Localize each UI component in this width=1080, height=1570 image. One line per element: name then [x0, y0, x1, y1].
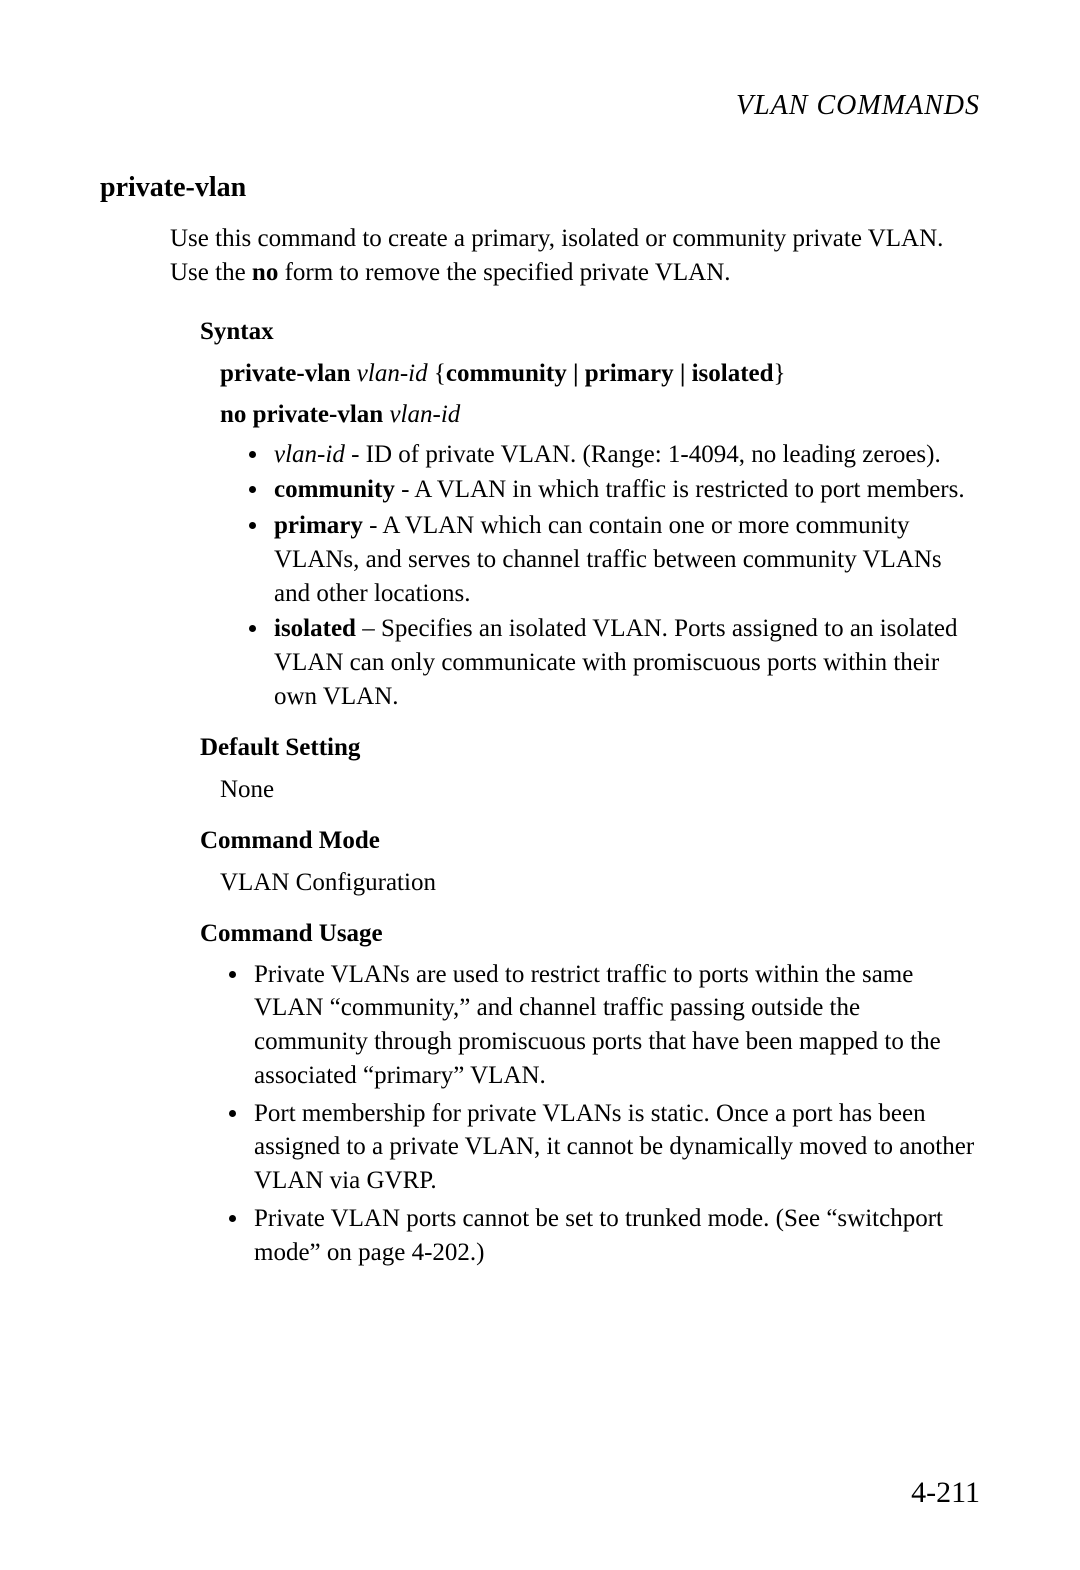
- param-item: community - A VLAN in which traffic is r…: [270, 473, 980, 507]
- usage-item: Private VLANs are used to restrict traff…: [250, 958, 980, 1093]
- syntax1-cmd: private-vlan: [220, 360, 357, 387]
- param-desc: – Specifies an isolated VLAN. Ports assi…: [274, 615, 957, 710]
- command-mode-value: VLAN Configuration: [220, 865, 980, 900]
- syntax-line-2: no private-vlan vlan-id: [220, 397, 980, 432]
- param-desc: - A VLAN in which traffic is restricted …: [395, 476, 965, 503]
- heading-command-mode: Command Mode: [200, 827, 980, 855]
- usage-list: Private VLANs are used to restrict traff…: [250, 958, 980, 1270]
- heading-default-setting: Default Setting: [200, 734, 980, 762]
- param-desc: - ID of private VLAN. (Range: 1-4094, no…: [345, 441, 941, 468]
- param-item: isolated – Specifies an isolated VLAN. P…: [270, 612, 980, 713]
- syntax2-arg: vlan-id: [389, 401, 460, 428]
- syntax1-brace-close: }: [774, 360, 786, 387]
- intro-bold-no: no: [252, 259, 278, 286]
- parameter-list: vlan-id - ID of private VLAN. (Range: 1-…: [270, 438, 980, 714]
- intro-part2: form to remove the specified private VLA…: [278, 259, 730, 286]
- heading-syntax: Syntax: [200, 318, 980, 346]
- param-term: vlan-id: [274, 441, 345, 468]
- param-term: primary: [274, 512, 363, 539]
- usage-item: Port membership for private VLANs is sta…: [250, 1097, 980, 1198]
- syntax2-cmd: no private-vlan: [220, 401, 389, 428]
- syntax-line-1: private-vlan vlan-id {community | primar…: [220, 356, 980, 391]
- running-head-suffix: OMMANDS: [836, 90, 980, 121]
- default-setting-value: None: [220, 772, 980, 807]
- param-item: vlan-id - ID of private VLAN. (Range: 1-…: [270, 438, 980, 472]
- param-item: primary - A VLAN which can contain one o…: [270, 509, 980, 610]
- running-head: VLAN COMMANDS: [100, 90, 980, 122]
- param-desc: - A VLAN which can contain one or more c…: [274, 512, 942, 607]
- running-head-prefix: VLAN C: [736, 90, 836, 121]
- intro-paragraph: Use this command to create a primary, is…: [170, 222, 980, 290]
- param-term: community: [274, 476, 395, 503]
- command-title: private-vlan: [100, 172, 980, 204]
- page-number: 4-211: [911, 1476, 980, 1510]
- syntax1-arg: vlan-id: [357, 360, 428, 387]
- heading-command-usage: Command Usage: [200, 920, 980, 948]
- param-term: isolated: [274, 615, 356, 642]
- syntax1-brace-open: {: [428, 360, 446, 387]
- usage-item: Private VLAN ports cannot be set to trun…: [250, 1202, 980, 1270]
- syntax1-options: community | primary | isolated: [446, 360, 774, 387]
